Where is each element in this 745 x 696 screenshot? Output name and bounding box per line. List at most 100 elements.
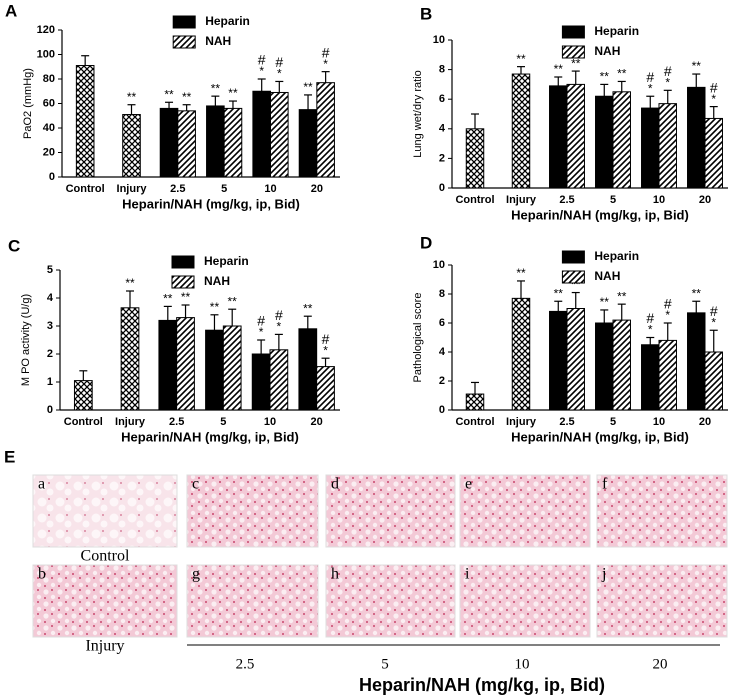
significance-mark: ** — [211, 81, 221, 95]
x-tick-label: 20 — [699, 194, 711, 206]
bar — [658, 103, 677, 189]
x-tick-label: 10 — [653, 194, 665, 206]
bar — [511, 73, 531, 189]
y-tick-label: 120 — [37, 24, 55, 36]
bar — [75, 65, 95, 178]
bar — [687, 312, 706, 411]
bar — [465, 393, 485, 411]
x-tick-label: 20 — [311, 183, 323, 195]
micrograph — [186, 474, 319, 548]
significance-mark: * — [277, 67, 282, 81]
y-axis-title: Lung wet/dry ratio — [412, 70, 424, 157]
significance-mark: * — [665, 75, 670, 89]
bar — [223, 107, 243, 178]
significance-mark: ** — [303, 80, 313, 94]
significance-mark: ** — [516, 52, 526, 66]
significance-mark: # — [664, 296, 672, 312]
legend-swatch — [561, 250, 585, 264]
y-tick-label: 0 — [49, 171, 55, 183]
significance-mark: ** — [303, 301, 313, 315]
x-axis-title: Heparin/NAH (mg/kg, ip, Bid) — [122, 196, 300, 211]
x-tick-label: Control — [455, 416, 494, 428]
y-tick-label: 10 — [433, 259, 445, 271]
bar — [511, 297, 531, 411]
bar — [316, 366, 335, 411]
x-axis-title: Heparin/NAH (mg/kg, ip, Bid) — [511, 207, 689, 222]
y-tick-label: 1 — [47, 376, 53, 388]
bar — [176, 317, 195, 411]
x-tick-label: 2.5 — [559, 416, 574, 428]
bar — [595, 95, 614, 189]
significance-mark: ** — [692, 286, 702, 300]
x-tick-label: Injury — [506, 416, 537, 428]
x-axis-title: Heparin/NAH (mg/kg, ip, Bid) — [121, 429, 299, 444]
bar — [159, 107, 179, 178]
legend-label: NAH — [204, 274, 230, 288]
y-tick-label: 4 — [439, 123, 446, 135]
legend-label: NAH — [205, 34, 231, 48]
bar — [298, 109, 318, 178]
significance-mark: ** — [571, 278, 581, 292]
bar — [612, 91, 631, 189]
micrograph-label: h — [331, 566, 339, 583]
legend-label: Heparin — [205, 14, 250, 28]
bar — [658, 339, 677, 411]
micrograph-label: f — [602, 476, 608, 493]
significance-mark: # — [664, 63, 672, 79]
significance-mark: * — [259, 325, 264, 339]
panel-label: C — [8, 236, 20, 255]
group-label: Control — [81, 548, 130, 565]
legend-label: NAH — [594, 269, 620, 283]
significance-mark: ** — [182, 90, 192, 104]
significance-mark: ** — [600, 70, 610, 84]
significance-mark: # — [710, 79, 718, 95]
bar — [251, 353, 271, 411]
bar — [122, 114, 141, 178]
y-tick-label: 20 — [43, 146, 55, 158]
panel-label: B — [420, 4, 432, 23]
y-tick-label: 8 — [439, 288, 445, 300]
micrograph-label: g — [192, 566, 200, 583]
x-tick-label: 2.5 — [169, 416, 184, 428]
significance-mark: # — [646, 310, 654, 326]
significance-mark: ** — [125, 276, 135, 290]
panel-label: A — [5, 1, 17, 20]
significance-mark: ** — [600, 295, 610, 309]
x-tick-label: Injury — [506, 194, 537, 206]
legend-label: Heparin — [204, 254, 249, 268]
significance-mark: ** — [617, 289, 627, 303]
y-tick-label: 8 — [439, 64, 445, 76]
significance-mark: ** — [127, 90, 137, 104]
dose-label: 20 — [653, 656, 668, 672]
legend-swatch — [561, 25, 585, 39]
significance-mark: # — [275, 54, 283, 70]
x-tick-label: Control — [64, 416, 103, 428]
bar — [549, 310, 568, 411]
micrograph-label: a — [38, 476, 45, 493]
bar — [641, 107, 660, 189]
x-axis-title: Heparin/NAH (mg/kg, ip, Bid) — [359, 675, 605, 695]
significance-mark: ** — [554, 286, 564, 300]
y-axis-title: PaO2 (mmHg) — [22, 68, 34, 139]
x-tick-label: 20 — [311, 416, 323, 428]
legend-swatch — [171, 275, 195, 289]
significance-mark: ** — [516, 266, 526, 280]
micrograph — [32, 564, 178, 638]
y-tick-label: 5 — [47, 264, 53, 276]
x-tick-label: Injury — [117, 183, 148, 195]
panel-label: D — [420, 233, 432, 252]
bar — [566, 308, 585, 411]
bar — [298, 328, 318, 411]
significance-mark: * — [665, 308, 670, 322]
micrograph — [186, 564, 319, 638]
bar — [158, 319, 178, 411]
micrograph-label: e — [465, 476, 472, 493]
x-tick-label: Control — [455, 194, 494, 206]
significance-mark: * — [648, 81, 653, 95]
significance-mark: ** — [571, 56, 581, 70]
x-tick-label: 5 — [220, 416, 226, 428]
significance-mark: # — [646, 69, 654, 85]
y-axis-title: M PO activity (U/g) — [20, 294, 32, 386]
significance-mark: * — [277, 320, 282, 334]
